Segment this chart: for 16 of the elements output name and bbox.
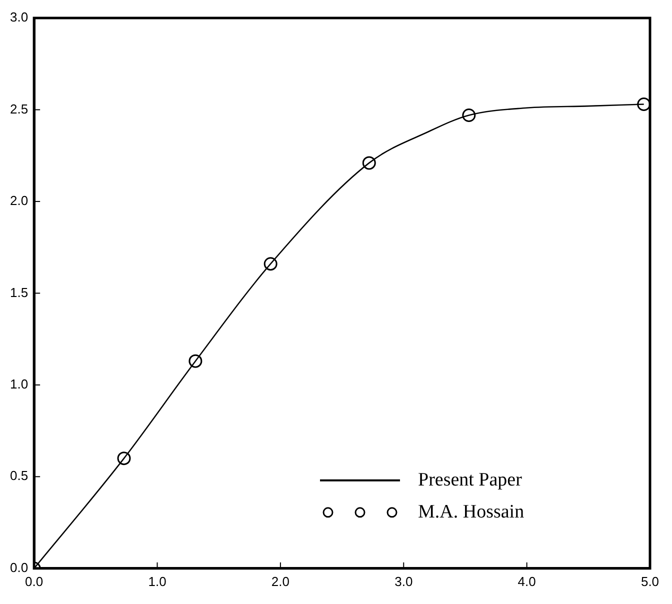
y-tick-label: 0.5 (10, 468, 28, 484)
x-tick-label: 3.0 (394, 574, 413, 589)
x-tick-label: 2.0 (271, 574, 290, 589)
x-tick-label: 1.0 (148, 574, 166, 589)
x-tick-label: 4.0 (518, 574, 536, 589)
x-tick-label: 0.0 (25, 574, 44, 589)
legend-label: Present Paper (418, 469, 523, 490)
y-tick-label: 2.0 (10, 193, 28, 208)
y-tick-label: 2.5 (10, 101, 28, 116)
point (637, 97, 650, 111)
legend-label: M.A. Hossain (418, 501, 525, 522)
y-tick-label: 3.0 (10, 10, 28, 25)
y-tick-label: 1.5 (10, 284, 28, 300)
y-tick-label: 0.0 (10, 560, 28, 575)
y-tick-label: 1.0 (10, 376, 28, 392)
x-tick-label: 5.0 (640, 574, 660, 589)
